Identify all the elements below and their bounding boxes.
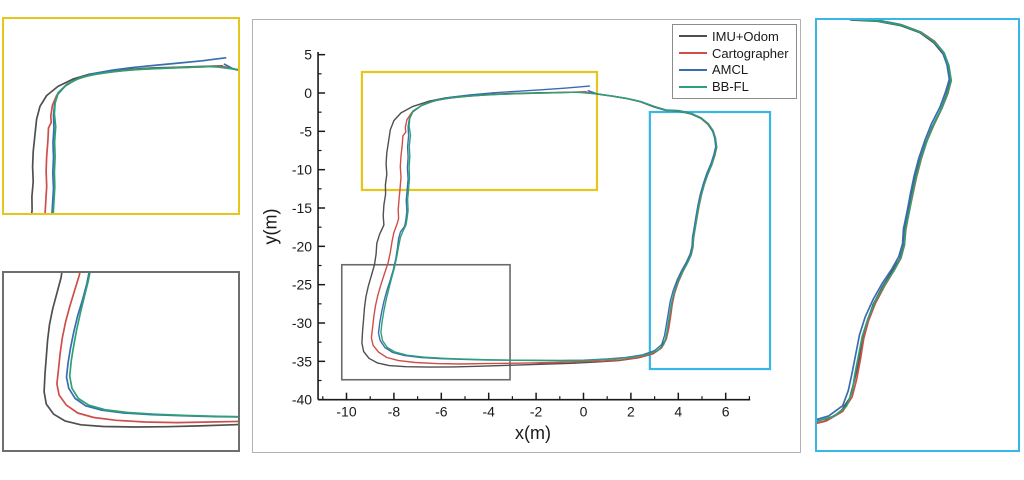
legend-item-AMCL: AMCL	[679, 62, 790, 78]
cyan-box	[648, 110, 772, 371]
y-tick-label: 0	[304, 85, 312, 101]
gray-box	[340, 263, 511, 381]
legend-line-swatch	[679, 52, 707, 55]
legend-item-Cartographer: Cartographer	[679, 45, 790, 61]
y-tick-label: -20	[292, 238, 312, 254]
yellow-box	[360, 70, 599, 192]
top-left-inset-trajectory-BB-FL	[52, 65, 238, 213]
trajectory-AMCL	[377, 85, 717, 362]
y-tick-label: -5	[300, 123, 313, 139]
legend-item-IMU+Odom: IMU+Odom	[679, 28, 790, 44]
trajectory-Cartographer	[370, 91, 718, 365]
inset-right-zoom	[815, 18, 1020, 452]
x-tick-label: -10	[336, 404, 356, 420]
y-axis-title: y(m)	[260, 208, 281, 245]
right-inset-trajectory-IMU+Odom	[817, 20, 952, 424]
legend-label: Cartographer	[712, 45, 789, 61]
inset-bottom-left-zoom	[2, 271, 240, 452]
x-tick-label: 2	[627, 404, 635, 420]
legend-label: AMCL	[712, 62, 749, 78]
legend-line-swatch	[679, 35, 707, 38]
main-plot: -10 -8 -6 -4 -2 0 2 4 6 5 0 -5 -10 -15 -20 -25 -30 -35 -40…	[252, 19, 801, 453]
trajectory-BB-FL	[380, 91, 718, 362]
legend: IMU+Odom Cartographer AMCL BB-FL	[672, 24, 797, 99]
y-tick-label: -35	[292, 353, 312, 369]
y-tick-label: -15	[292, 200, 312, 216]
top-left-inset-trajectory-AMCL	[51, 56, 238, 213]
legend-label: BB-FL	[712, 79, 749, 95]
bottom-left-inset-trajectory-AMCL	[65, 273, 238, 418]
x-tick-label: -4	[482, 404, 495, 420]
inset-top-left-trajectories	[30, 56, 238, 213]
inset-bottom-left-trajectories	[43, 273, 238, 428]
legend-line-swatch	[679, 68, 707, 71]
bottom-left-inset-trajectory-Cartographer	[56, 273, 238, 424]
y-tick-label: 5	[304, 47, 312, 63]
y-tick-label: -10	[292, 162, 312, 178]
trajectory-plot: -10 -8 -6 -4 -2 0 2 4 650-5-10-15-20-25-30-35-40	[292, 47, 772, 420]
x-axis-title: x(m)	[515, 423, 551, 443]
inset-right-trajectories	[817, 20, 953, 424]
x-tick-label: 0	[580, 404, 588, 420]
trajectory-IMU+Odom	[361, 91, 717, 368]
y-tick-label: -30	[292, 315, 312, 331]
y-tick-label: -25	[292, 277, 312, 293]
right-inset-trajectory-AMCL	[817, 20, 951, 421]
legend-item-BB-FL: BB-FL	[679, 79, 790, 95]
x-tick-label: -6	[435, 404, 448, 420]
legend-label: IMU+Odom	[712, 28, 779, 44]
legend-line-swatch	[679, 85, 707, 88]
right-inset-trajectory-BB-FL	[817, 20, 953, 423]
x-tick-label: 4	[674, 404, 682, 420]
inset-top-left-zoom	[2, 17, 240, 215]
x-tick-label: 6	[722, 404, 730, 420]
y-tick-label: -40	[292, 392, 312, 408]
x-tick-label: -2	[530, 404, 543, 420]
right-inset-trajectory-Cartographer	[817, 20, 953, 424]
top-left-inset-trajectory-Cartographer	[44, 65, 238, 213]
x-tick-label: -8	[388, 404, 401, 420]
bottom-left-inset-trajectory-BB-FL	[68, 273, 238, 418]
top-left-inset-trajectory-IMU+Odom	[30, 65, 238, 213]
